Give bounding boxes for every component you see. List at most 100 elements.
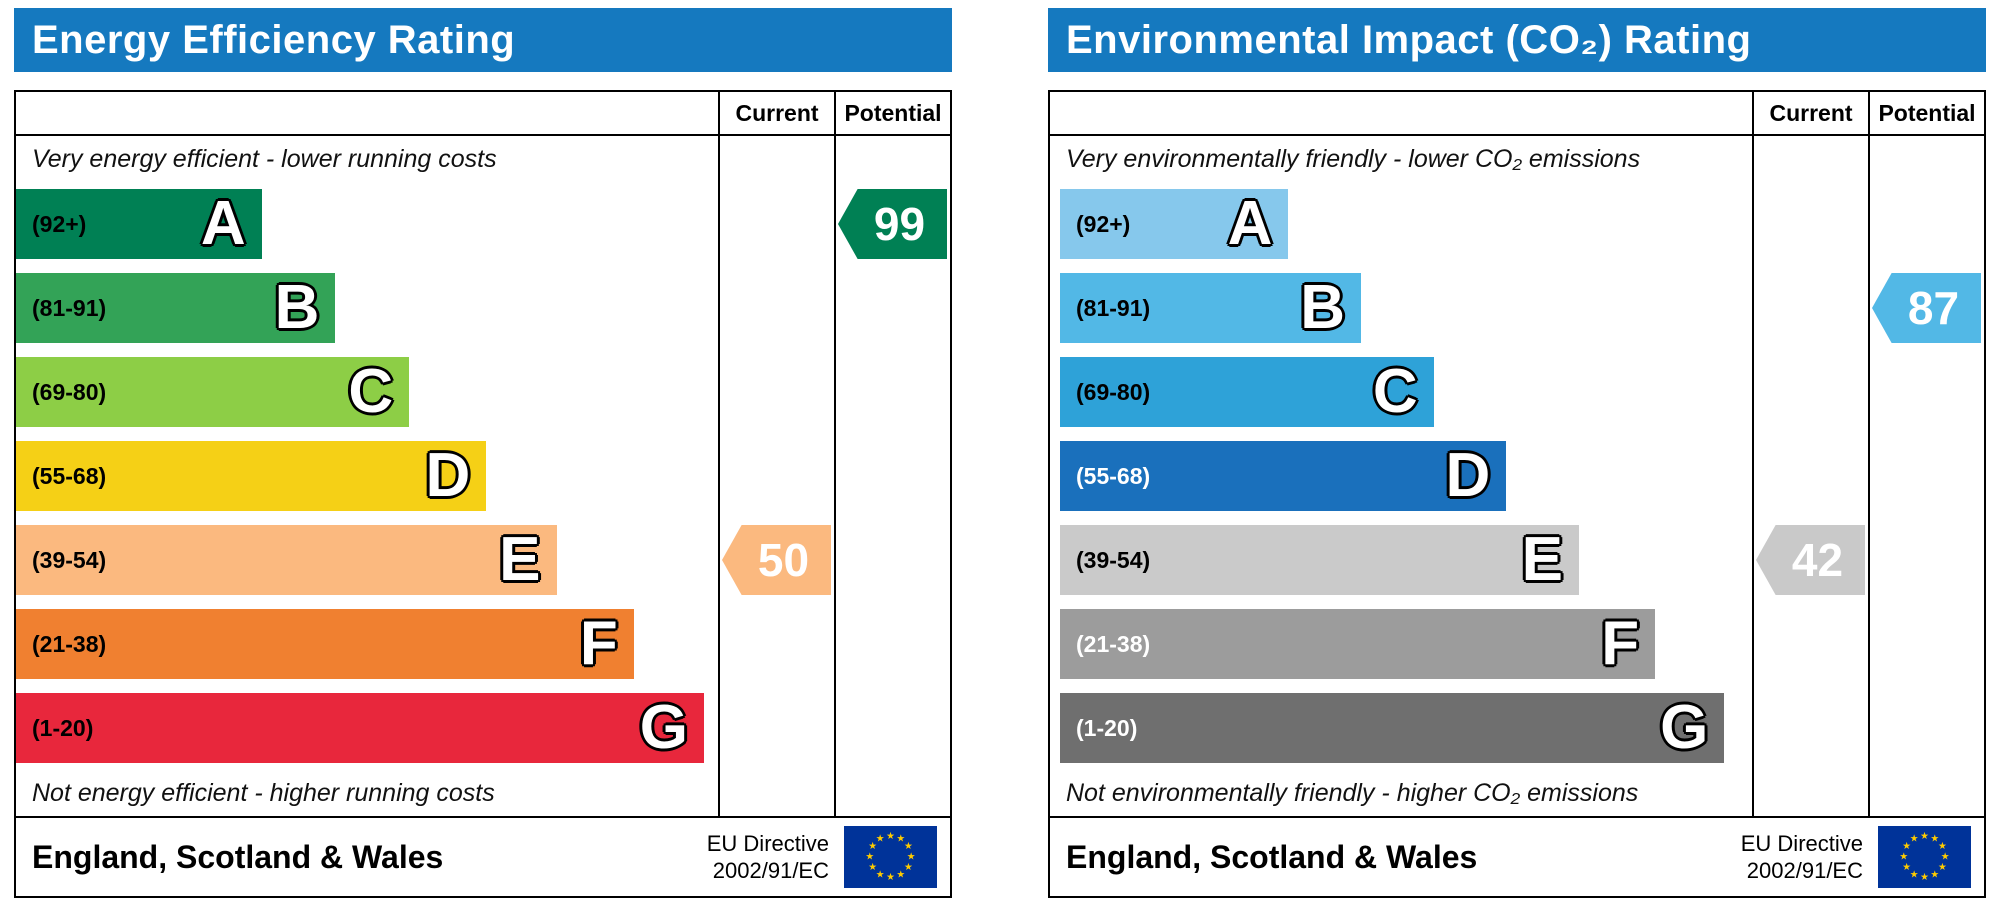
co2-band-f: (21-38) F: [1060, 609, 1656, 679]
svg-text:★: ★: [1902, 862, 1911, 873]
band-row-b: (81-91) B: [1060, 266, 1752, 350]
co2-band-g: (1-20) G: [1060, 693, 1725, 763]
region-label: England, Scotland & Wales: [1066, 838, 1478, 875]
band-letter: C: [1372, 357, 1418, 426]
svg-text:★: ★: [1902, 841, 1911, 852]
band-row-f: (21-38) F: [16, 602, 718, 686]
co2-potential-column: Potential 87: [1868, 92, 1984, 816]
band-range-label: (1-20): [1076, 714, 1138, 741]
current-column-header: Current: [720, 92, 834, 136]
current-rating-arrow: 50: [722, 525, 831, 595]
svg-text:★: ★: [1920, 872, 1929, 883]
energy-header-spacer: [16, 92, 718, 136]
svg-text:★: ★: [1938, 841, 1947, 852]
band-row-g: (1-20) G: [1060, 686, 1752, 770]
svg-text:★: ★: [1930, 834, 1939, 845]
energy-band-d: (55-68) D: [16, 441, 487, 511]
co2-bottom-caption: Not environmentally friendly - higher CO…: [1066, 778, 1639, 807]
potential-rating-value: 87: [1907, 282, 1960, 334]
svg-text:★: ★: [904, 862, 913, 873]
energy-band-g: (1-20) G: [16, 693, 704, 763]
band-row-d: (55-68) D: [1060, 434, 1752, 518]
co2-bands: (92+) A (81-91) B (69-80) C: [1050, 182, 1752, 770]
eu-directive-line1: EU Directive: [706, 830, 829, 856]
band-letter: D: [425, 441, 471, 510]
energy-band-c: (69-80) C: [16, 357, 410, 427]
potential-column-header: Potential: [836, 92, 950, 136]
energy-current-column: Current 50: [718, 92, 834, 816]
band-letter: D: [1445, 441, 1491, 510]
band-letter: A: [200, 189, 246, 258]
potential-rating-arrow: 99: [838, 189, 947, 259]
band-letter: E: [1521, 525, 1563, 594]
co2-band-column: Very environmentally friendly - lower CO…: [1050, 92, 1752, 816]
band-range-label: (39-54): [32, 546, 107, 573]
potential-column-header: Potential: [1870, 92, 1984, 136]
band-letter: B: [274, 273, 320, 342]
svg-text:★: ★: [896, 834, 905, 845]
region-label: England, Scotland & Wales: [32, 838, 444, 875]
band-letter: F: [579, 609, 618, 678]
svg-text:★: ★: [907, 852, 916, 863]
co2-title-bar: Environmental Impact (CO₂) Rating: [1048, 8, 1986, 72]
current-rating-value: 50: [757, 534, 810, 586]
svg-text:★: ★: [1920, 831, 1929, 842]
band-row-b: (81-91) B: [16, 266, 718, 350]
energy-top-caption: Very energy efficient - lower running co…: [32, 144, 497, 173]
svg-text:★: ★: [1910, 834, 1919, 845]
band-row-a: (92+) A: [1060, 182, 1752, 266]
energy-bottom-caption: Not energy efficient - higher running co…: [32, 778, 495, 807]
eu-directive-label: EU Directive 2002/91/EC: [707, 830, 829, 885]
band-range-label: (69-80): [32, 378, 107, 405]
band-row-f: (21-38) F: [1060, 602, 1752, 686]
band-range-label: (39-54): [1076, 546, 1151, 573]
band-row-c: (69-80) C: [1060, 350, 1752, 434]
svg-text:★: ★: [1938, 862, 1947, 873]
co2-footer: England, Scotland & Wales EU Directive 2…: [1048, 818, 1986, 898]
co2-current-column: Current 42: [1752, 92, 1868, 816]
co2-top-caption: Very environmentally friendly - lower CO…: [1066, 144, 1641, 173]
co2-band-c: (69-80) C: [1060, 357, 1434, 427]
current-rating-arrow: 42: [1756, 525, 1865, 595]
svg-text:★: ★: [886, 831, 895, 842]
svg-text:★: ★: [886, 872, 895, 883]
svg-text:★: ★: [865, 852, 874, 863]
band-letter: G: [1660, 693, 1709, 762]
eu-directive-label: EU Directive 2002/91/EC: [1741, 830, 1863, 885]
co2-chart-title: Environmental Impact (CO₂) Rating: [1066, 17, 1752, 62]
svg-text:★: ★: [1910, 869, 1919, 880]
svg-text:★: ★: [1899, 852, 1908, 863]
current-rating-value: 42: [1791, 534, 1844, 586]
potential-rating-value: 99: [873, 198, 926, 250]
band-range-label: (21-38): [1076, 630, 1151, 657]
energy-chart-title: Energy Efficiency Rating: [32, 17, 516, 62]
band-row-g: (1-20) G: [16, 686, 718, 770]
energy-current-area: 50: [720, 136, 834, 816]
svg-text:★: ★: [904, 841, 913, 852]
band-range-label: (81-91): [1076, 294, 1151, 321]
energy-band-b: (81-91) B: [16, 273, 336, 343]
svg-text:★: ★: [868, 841, 877, 852]
energy-band-a: (92+) A: [16, 189, 262, 259]
band-range-label: (92+): [1076, 210, 1131, 237]
band-range-label: (21-38): [32, 630, 107, 657]
band-range-label: (81-91): [32, 294, 107, 321]
environmental-impact-chart: Environmental Impact (CO₂) Rating Very e…: [1048, 8, 1986, 898]
svg-text:★: ★: [896, 869, 905, 880]
band-range-label: (55-68): [1076, 462, 1151, 489]
co2-band-b: (81-91) B: [1060, 273, 1362, 343]
band-letter: E: [499, 525, 541, 594]
co2-band-a: (92+) A: [1060, 189, 1289, 259]
band-letter: G: [639, 693, 688, 762]
band-letter: B: [1300, 273, 1346, 342]
energy-potential-area: 99: [836, 136, 950, 816]
current-column-header: Current: [1754, 92, 1868, 136]
svg-text:★: ★: [1930, 869, 1939, 880]
eu-directive-line2: 2002/91/EC: [1746, 858, 1863, 883]
eu-directive-line2: 2002/91/EC: [712, 858, 829, 883]
energy-band-f: (21-38) F: [16, 609, 634, 679]
energy-efficiency-chart: Energy Efficiency Rating Very energy eff…: [14, 8, 952, 898]
eu-directive-line1: EU Directive: [1740, 830, 1863, 856]
co2-header-spacer: [1050, 92, 1752, 136]
